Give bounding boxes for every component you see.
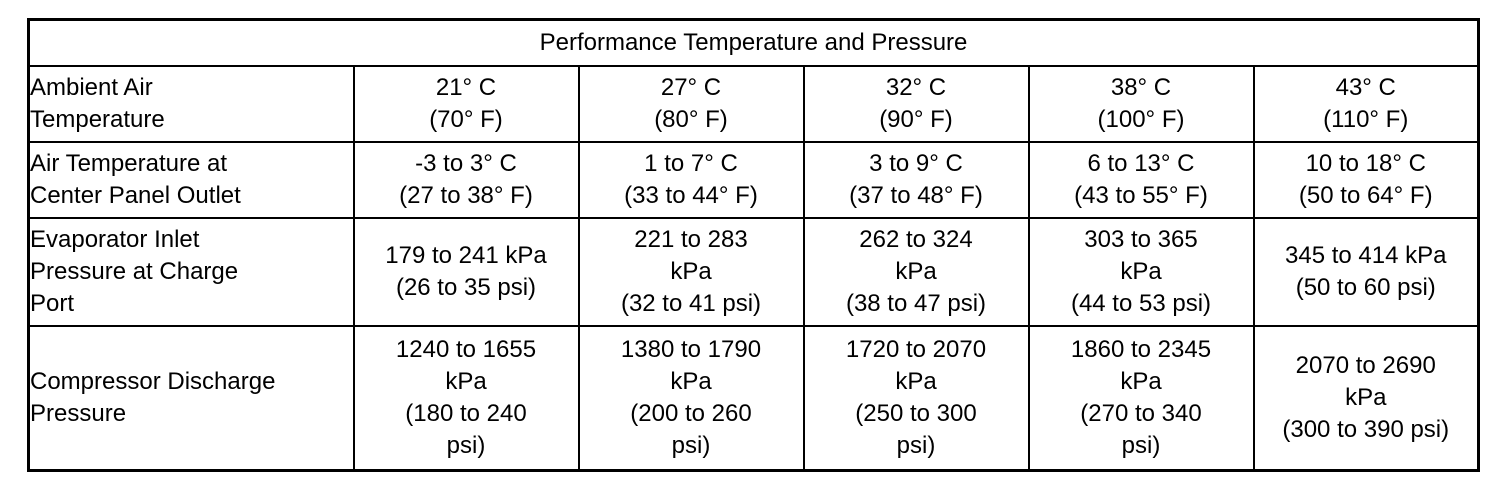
cell-line: 179 to 241 kPa [385,242,547,269]
performance-table: Performance Temperature and Pressure Amb… [27,18,1480,472]
table-cell: 38° C (100° F) [1027,65,1255,143]
table-cell: 179 to 241 kPa (26 to 35 psi) [352,217,580,327]
cell-line: kPa [1120,367,1162,395]
center-panel-outlet-temperature-row: Air Temperature at Center Panel Outlet -3 … [27,141,1480,219]
table-cell: 2070 to 2690 kPa (300 to 390 psi) [1252,325,1480,471]
cell-line: (26 to 35 psi) [395,274,537,301]
cell-line: kPa [1120,258,1162,285]
row-label: Ambient Air Temperature [27,65,355,143]
row-label-line: Compressor Discharge [30,367,276,395]
table-cell: 32° C (90° F) [802,65,1030,143]
table-title-row: Performance Temperature and Pressure [27,18,1480,67]
row-label-line: Air Temperature at [30,150,227,177]
cell-line: kPa [445,367,487,395]
cell-line: (80° F) [654,106,728,133]
cell-line: 1720 to 2070 [845,335,987,363]
table-title: Performance Temperature and Pressure [27,18,1480,67]
row-label: Air Temperature at Center Panel Outlet [27,141,355,219]
row-label-line: Center Panel Outlet [30,182,241,209]
table-cell: 1380 to 1790 kPa (200 to 260 psi) [577,325,805,471]
compressor-discharge-pressure-row: Compressor Discharge Pressure 1240 to 1655… [27,325,1480,471]
cell-line: kPa [670,258,712,285]
cell-line: 32° C [885,74,947,101]
cell-line: (32 to 41 psi) [620,290,762,317]
cell-line: (300 to 390 psi) [1282,415,1450,443]
table-cell: 10 to 18° C (50 to 64° F) [1252,141,1480,219]
cell-line: (70° F) [429,106,503,133]
cell-line: 262 to 324 [859,226,973,253]
cell-line: (50 to 64° F) [1298,182,1433,209]
table-cell: 345 to 414 kPa (50 to 60 psi) [1252,217,1480,327]
table-cell: 221 to 283 kPa (32 to 41 psi) [577,217,805,327]
table-cell: 262 to 324 kPa (38 to 47 psi) [802,217,1030,327]
cell-line: 21° C [435,74,497,101]
cell-line: (250 to 300 [855,399,977,427]
row-label-line: Pressure at Charge [30,258,239,285]
table-cell: 303 to 365 kPa (44 to 53 psi) [1027,217,1255,327]
cell-line: (110° F) [1323,106,1409,133]
cell-line: (50 to 60 psi) [1295,274,1436,301]
ambient-air-temperature-row: Ambient Air Temperature 21° C (70° F) 27° C (… [27,65,1480,143]
cell-line: (37 to 48° F) [849,182,983,209]
cell-line: 1240 to 1655 [395,335,537,363]
table-cell: 1240 to 1655 kPa (180 to 240 psi) [352,325,580,471]
cell-line: 10 to 18° C [1305,150,1426,177]
cell-line: kPa [670,367,712,395]
cell-line: 2070 to 2690 [1295,351,1436,379]
row-label-line: Port [30,290,75,317]
cell-line: (44 to 53 psi) [1070,290,1212,317]
cell-line: (180 to 240 [405,399,527,427]
cell-line: (270 to 340 [1080,399,1202,427]
table-cell: 1860 to 2345 kPa (270 to 340 psi) [1027,325,1255,471]
row-label: Compressor Discharge Pressure [27,325,355,471]
cell-line: psi) [896,431,936,459]
table-cell: 6 to 13° C (43 to 55° F) [1027,141,1255,219]
cell-line: 221 to 283 [634,226,748,253]
cell-line: 1380 to 1790 [620,335,762,363]
cell-line: psi) [1121,431,1161,459]
cell-line: (43 to 55° F) [1074,182,1208,209]
row-label-line: Temperature [30,106,165,133]
cell-line: psi) [446,431,486,459]
cell-line: 1 to 7° C [644,150,738,177]
table-cell: 43° C (110° F) [1252,65,1480,143]
cell-line: (100° F) [1097,106,1185,133]
table-cell: 3 to 9° C (37 to 48° F) [802,141,1030,219]
cell-line: psi) [671,431,711,459]
table-cell: 1 to 7° C (33 to 44° F) [577,141,805,219]
row-label-line: Ambient Air [30,74,153,101]
table-cell: 27° C (80° F) [577,65,805,143]
cell-line: (38 to 47 psi) [845,290,987,317]
table-cell: 1720 to 2070 kPa (250 to 300 psi) [802,325,1030,471]
evaporator-inlet-pressure-row: Evaporator Inlet Pressure at Charge Port 17… [27,217,1480,327]
row-label: Evaporator Inlet Pressure at Charge Port [27,217,355,327]
table-cell: 21° C (70° F) [352,65,580,143]
cell-line: (27 to 38° F) [399,182,533,209]
cell-line: kPa [895,367,937,395]
cell-line: 303 to 365 [1084,226,1198,253]
cell-line: 1860 to 2345 [1070,335,1212,363]
cell-line: (200 to 260 [630,399,752,427]
cell-line: kPa [1345,383,1387,411]
cell-line: 38° C [1110,74,1172,101]
cell-line: 3 to 9° C [869,150,963,177]
row-label-line: Pressure [30,399,127,427]
cell-line: 27° C [660,74,722,101]
cell-line: 43° C [1335,74,1396,101]
cell-line: kPa [895,258,937,285]
cell-line: 6 to 13° C [1087,150,1195,177]
cell-line: -3 to 3° C [415,150,517,177]
cell-line: (90° F) [879,106,953,133]
cell-line: (33 to 44° F) [624,182,758,209]
table-cell: -3 to 3° C (27 to 38° F) [352,141,580,219]
cell-line: 345 to 414 kPa [1285,242,1447,269]
row-label-line: Evaporator Inlet [30,226,200,253]
